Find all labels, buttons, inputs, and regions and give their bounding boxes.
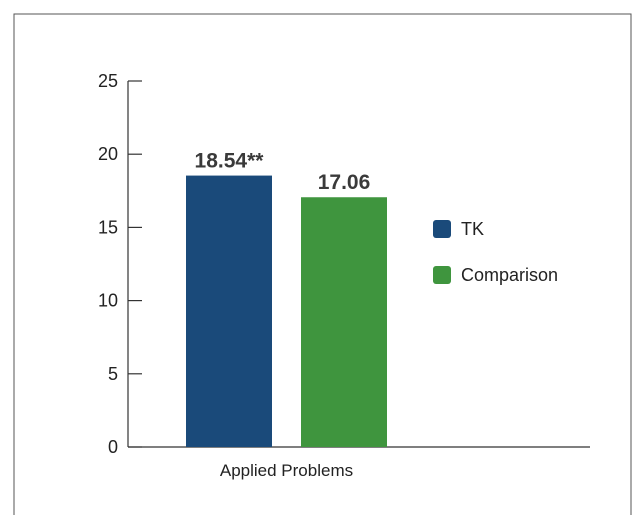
chart-border	[13, 13, 632, 515]
legend-label-comparison: Comparison	[461, 265, 558, 285]
x-category-label: Applied Problems	[220, 461, 353, 480]
y-axis: 0 5 10 15 20 25	[98, 71, 142, 457]
y-tick-label: 0	[108, 437, 118, 457]
legend-swatch-tk	[433, 220, 451, 238]
y-tick-label: 25	[98, 71, 118, 91]
data-label-tk: 18.54**	[195, 150, 265, 173]
data-label-comparison: 17.06	[318, 171, 371, 194]
legend: TK Comparison	[433, 219, 558, 285]
x-axis: Applied Problems	[128, 446, 590, 480]
y-tick-label: 20	[98, 144, 118, 164]
bars: 18.54** 17.06	[186, 150, 387, 447]
legend-label-tk: TK	[461, 219, 484, 239]
bar-comparison	[301, 197, 387, 447]
bar-tk	[186, 175, 272, 447]
y-tick-label: 15	[98, 217, 118, 237]
y-tick-label: 5	[108, 364, 118, 384]
y-tick-label: 10	[98, 291, 118, 311]
legend-swatch-comparison	[433, 266, 451, 284]
